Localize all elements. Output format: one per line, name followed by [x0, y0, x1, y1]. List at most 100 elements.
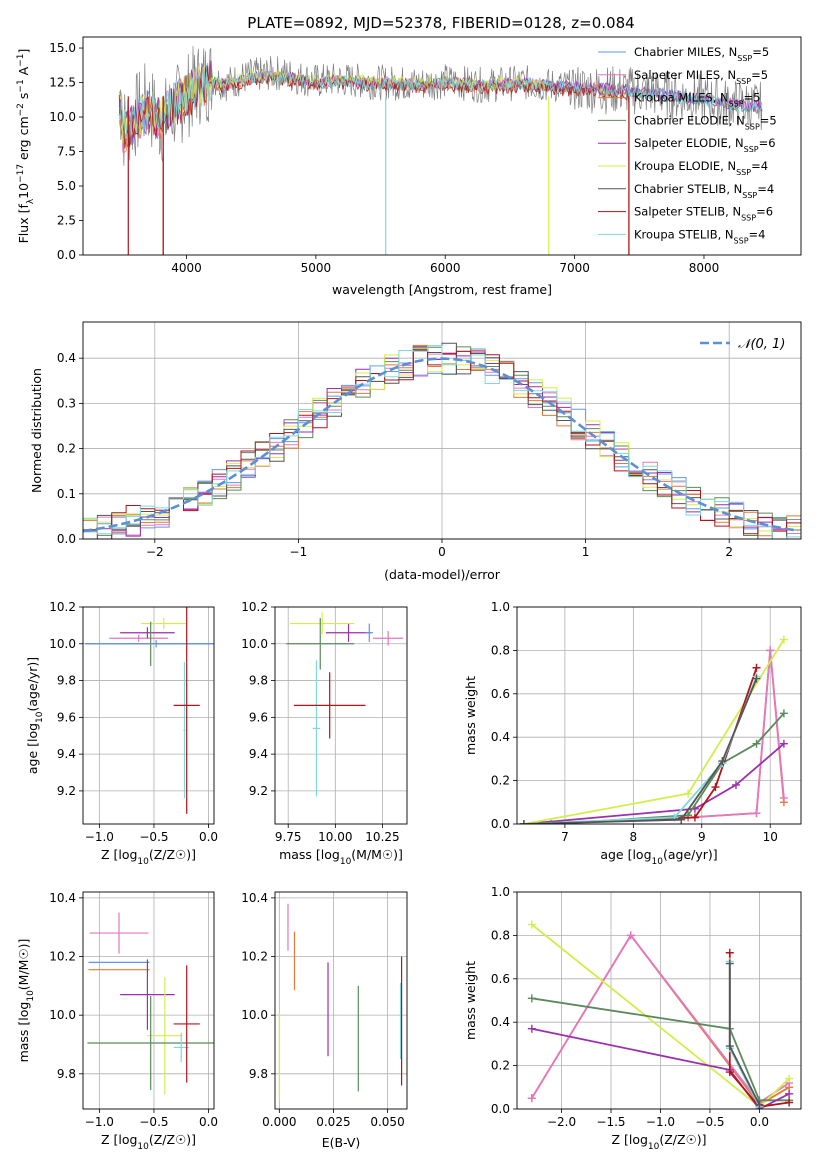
mass-weight-marker — [519, 820, 528, 824]
y-tick-label: 10.0 — [241, 1008, 268, 1022]
y-axis-label: Normed distribution — [29, 368, 44, 493]
mass-weight-line — [523, 743, 785, 824]
y-tick-label: 0.4 — [491, 1015, 510, 1029]
label-part: (Z/Z☉)] — [149, 1132, 196, 1147]
label-part: Salpeter STELIB, N — [634, 205, 741, 219]
x-axis-label: (data-model)/error — [384, 567, 501, 582]
axes-Z_mass_weight: −2.0 −1.5 −1.0 −0.5 0.0 0.0 0.2 0.4 0.6 0.8 1.0 Z [… — [463, 885, 802, 1152]
legend-label: Chabrier STELIB, NSSP=4 — [634, 182, 774, 200]
y-tick-label: 10.0 — [49, 110, 76, 124]
x-tick-label: 0 — [438, 545, 446, 559]
y-tick-label: 10.0 — [49, 637, 76, 651]
x-tick-label: 4000 — [171, 261, 202, 275]
mass-weight-marker — [779, 793, 788, 802]
y-tick-label: 0.2 — [491, 1059, 510, 1073]
y-axis-label: Flux [fλ10−17 erg cm−2 s−1 A−1] — [16, 49, 36, 244]
y-tick-label: 9.2 — [249, 784, 268, 798]
x-tick-label: −1.0 — [646, 1115, 675, 1129]
label-part: Chabrier MILES, N — [634, 45, 737, 59]
label-part: (Z/Z☉)] — [149, 847, 196, 862]
label-subscript: 10 — [35, 711, 45, 723]
x-tick-label: −1.5 — [596, 1115, 625, 1129]
x-tick-label: 9 — [698, 830, 706, 844]
x-tick-label: −2.0 — [547, 1115, 576, 1129]
mass-weight-marker — [752, 739, 761, 748]
x-axis-label: wavelength [Angstrom, rest frame] — [332, 282, 552, 297]
axes-frame — [516, 891, 802, 1110]
label-part: =4 — [751, 159, 768, 173]
y-tick-label: 0.2 — [491, 774, 510, 788]
mass-weight-marker — [626, 931, 635, 940]
x-tick-label: 0.0 — [199, 1115, 218, 1129]
x-axis-label: Z [log10(Z/Z☉)] — [611, 1132, 706, 1152]
residual-histogram — [83, 345, 801, 539]
label-part: A — [16, 66, 31, 79]
axes-frame — [516, 606, 802, 825]
residual-histogram — [83, 347, 801, 539]
label-part: =5 — [752, 45, 769, 59]
y-tick-label: 9.8 — [249, 1067, 268, 1081]
mass-weight-marker — [752, 809, 761, 818]
label-part: age [log — [600, 847, 651, 862]
label-part: =5 — [744, 91, 761, 105]
plot-area — [278, 903, 403, 1101]
y-tick-label: 9.8 — [57, 674, 76, 688]
label-subscript: 10 — [26, 990, 36, 1002]
label-part: s — [16, 93, 31, 104]
x-tick-label: −1.0 — [85, 1115, 114, 1129]
label-subscript: −17 — [16, 164, 26, 183]
y-tick-label: 7.5 — [57, 145, 76, 159]
label-subscript: 10 — [137, 857, 149, 867]
y-axis-label: mass weight — [463, 676, 478, 755]
x-tick-label: −2 — [146, 545, 164, 559]
plot-area — [83, 342, 801, 539]
label-subscript: SSP — [745, 122, 760, 131]
axes-frame — [82, 606, 215, 825]
x-axis-label: Z [log10(Z/Z☉)] — [101, 847, 196, 867]
mass-weight-marker — [725, 1068, 734, 1077]
y-tick-label: 10.2 — [49, 600, 76, 614]
x-tick-label: 10.25 — [365, 830, 399, 844]
x-tick-label: 9.75 — [275, 830, 302, 844]
label-subscript: −1 — [16, 79, 26, 92]
mass-weight-marker — [785, 1098, 794, 1107]
mass-weight-marker — [527, 1094, 536, 1103]
label-part: =5 — [751, 68, 768, 82]
mass-weight-marker — [725, 959, 734, 968]
label-subscript: 10 — [340, 857, 352, 867]
axes-frame — [82, 891, 215, 1110]
x-axis-label: mass [log10(M/M☉)] — [279, 847, 403, 867]
y-tick-label: 0.6 — [491, 972, 510, 986]
mass-weight-line — [523, 678, 758, 824]
label-part: Kroupa ELODIE, N — [634, 159, 736, 173]
y-tick-label: 0.2 — [57, 442, 76, 456]
mass-weight-line — [551, 712, 785, 824]
x-tick-label: 8000 — [689, 261, 720, 275]
legend-label: Salpeter STELIB, NSSP=6 — [634, 205, 773, 223]
x-tick-label: −0.5 — [139, 1115, 168, 1129]
x-tick-label: 0.000 — [262, 1115, 296, 1129]
plot-area — [519, 635, 788, 824]
x-tick-label: 0.0 — [199, 830, 218, 844]
y-tick-label: 0.3 — [57, 396, 76, 410]
x-tick-label: −1 — [290, 545, 308, 559]
mass-weight-marker — [690, 813, 699, 822]
y-tick-label: 15.0 — [49, 41, 76, 55]
axes-age_vs_mass: 9.75 10.00 10.25 9.2 9.4 9.6 9.8 10.0 10.2 mass [… — [241, 600, 408, 867]
model-spectrum-line — [118, 66, 763, 139]
y-tick-label: 0.1 — [57, 487, 76, 501]
label-part: (M/M☉)] — [351, 847, 403, 862]
label-part: (age/yr)] — [25, 657, 40, 712]
label-subscript: SSP — [742, 190, 757, 199]
y-tick-label: 0.0 — [491, 817, 510, 831]
plot-area — [286, 612, 404, 797]
x-tick-label: −0.5 — [139, 830, 168, 844]
label-subscript: −1 — [16, 54, 26, 67]
label-subscript: SSP — [741, 213, 756, 222]
x-tick-label: 6000 — [430, 261, 461, 275]
y-tick-label: 2.5 — [57, 214, 76, 228]
y-tick-label: 10.2 — [49, 950, 76, 964]
y-tick-label: 10.4 — [241, 891, 268, 905]
x-tick-label: −1.0 — [85, 830, 114, 844]
